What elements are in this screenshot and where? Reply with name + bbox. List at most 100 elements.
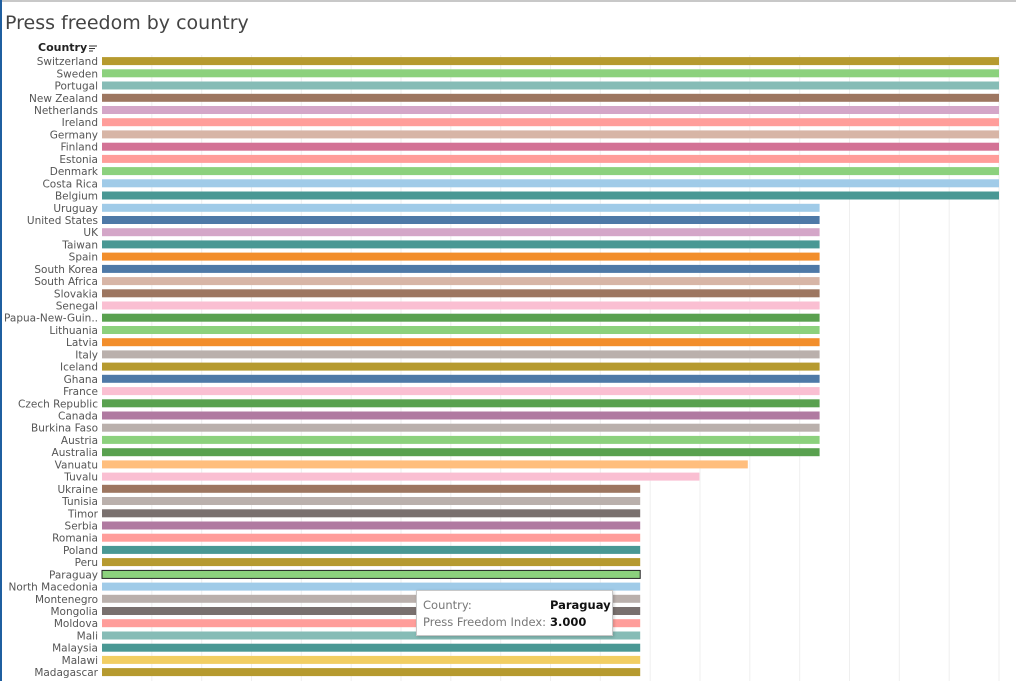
country-label: Costa Rica (42, 178, 98, 190)
tooltip-country-label: Country: (423, 598, 472, 612)
bar[interactable] (102, 289, 820, 298)
bar[interactable] (102, 484, 641, 493)
bar[interactable] (102, 362, 820, 371)
bar[interactable] (102, 582, 641, 591)
bar[interactable] (102, 521, 641, 530)
bar[interactable] (102, 472, 700, 481)
country-label: North Macedonia (8, 582, 98, 594)
top-border (0, 0, 1016, 2)
country-label: Austria (61, 435, 98, 447)
bar[interactable] (102, 533, 641, 542)
bar[interactable] (102, 167, 999, 176)
bar[interactable] (102, 179, 999, 188)
bar[interactable] (102, 411, 820, 420)
country-label: Italy (75, 349, 98, 361)
country-label: Portugal (55, 81, 99, 93)
tooltip-index-label: Press Freedom Index: (423, 615, 547, 629)
country-label: Poland (63, 545, 98, 557)
bar[interactable] (102, 423, 820, 432)
country-column-header[interactable]: Country (38, 41, 98, 54)
bar[interactable] (102, 631, 641, 640)
country-label: Peru (75, 557, 98, 569)
country-label: Malawi (62, 655, 98, 667)
sort-descending-icon[interactable] (89, 45, 98, 52)
bar[interactable] (102, 558, 641, 567)
country-label: Paraguay (49, 569, 98, 581)
country-label: France (63, 386, 98, 398)
bar[interactable] (102, 154, 999, 163)
country-header-label: Country (38, 41, 88, 54)
country-label: Iceland (60, 362, 98, 374)
bar[interactable] (102, 545, 641, 554)
country-label: Montenegro (35, 594, 98, 606)
bar[interactable] (102, 448, 820, 457)
country-label: Romania (52, 533, 98, 545)
bar[interactable] (102, 338, 820, 347)
country-label: Ghana (64, 374, 98, 386)
country-label: United States (27, 215, 98, 227)
bar[interactable] (102, 142, 999, 151)
bar[interactable] (102, 399, 820, 408)
bar[interactable] (102, 240, 820, 249)
country-label: Netherlands (34, 105, 98, 117)
country-label: Finland (60, 142, 98, 154)
country-label: New Zealand (29, 93, 98, 105)
tooltip-index-row: Press Freedom Index: 3.000 (423, 615, 586, 629)
bar[interactable] (102, 203, 820, 212)
country-label: Germany (50, 129, 98, 141)
bar[interactable] (102, 264, 820, 273)
country-label: Taiwan (61, 239, 98, 251)
country-label: South Korea (34, 264, 98, 276)
bar[interactable] (102, 643, 641, 652)
bar[interactable] (102, 118, 999, 127)
bar[interactable] (102, 57, 999, 66)
bar[interactable] (102, 191, 999, 200)
country-label: Vanuatu (55, 459, 98, 471)
country-label: Estonia (59, 154, 98, 166)
bar[interactable] (102, 655, 641, 664)
bar[interactable] (102, 435, 820, 444)
bar[interactable] (102, 668, 641, 677)
country-label: Tuvalu (63, 472, 98, 484)
country-label: Senegal (56, 301, 98, 313)
country-label: Ukraine (57, 484, 98, 496)
bar[interactable] (102, 594, 641, 603)
bar[interactable] (102, 228, 820, 237)
country-label: Papua-New-Guin.. (4, 313, 98, 325)
bar[interactable] (102, 374, 820, 383)
country-label: Australia (52, 447, 98, 459)
country-label: Latvia (66, 337, 98, 349)
bar-highlighted[interactable] (101, 569, 641, 579)
country-label: Denmark (50, 166, 99, 178)
bar[interactable] (102, 619, 641, 628)
country-label: Malaysia (52, 643, 98, 655)
bar[interactable] (102, 277, 820, 286)
country-label: Spain (69, 252, 98, 264)
bar[interactable] (102, 252, 820, 261)
bar[interactable] (102, 607, 641, 615)
bar[interactable] (102, 387, 820, 396)
tooltip-index-value: 3.000 (550, 615, 587, 629)
bar[interactable] (102, 497, 641, 505)
country-label: Canada (58, 411, 98, 423)
country-label: Lithuania (49, 325, 98, 337)
bar[interactable] (102, 69, 999, 78)
bar[interactable] (102, 313, 820, 322)
bar[interactable] (102, 130, 999, 139)
bar[interactable] (102, 81, 999, 90)
bar[interactable] (102, 106, 999, 114)
bar[interactable] (102, 460, 748, 469)
bar[interactable] (102, 509, 641, 518)
bar[interactable] (102, 326, 820, 334)
left-border (0, 0, 2, 681)
country-label: Serbia (65, 521, 98, 533)
country-label: UK (83, 227, 99, 239)
country-label: South Africa (34, 276, 98, 288)
chart-title: Press freedom by country (5, 12, 249, 34)
bar[interactable] (102, 301, 820, 310)
bar[interactable] (102, 216, 820, 224)
bar[interactable] (102, 93, 999, 102)
bar[interactable] (102, 350, 820, 359)
country-label: Mali (77, 631, 98, 643)
country-label: Switzerland (37, 56, 98, 68)
